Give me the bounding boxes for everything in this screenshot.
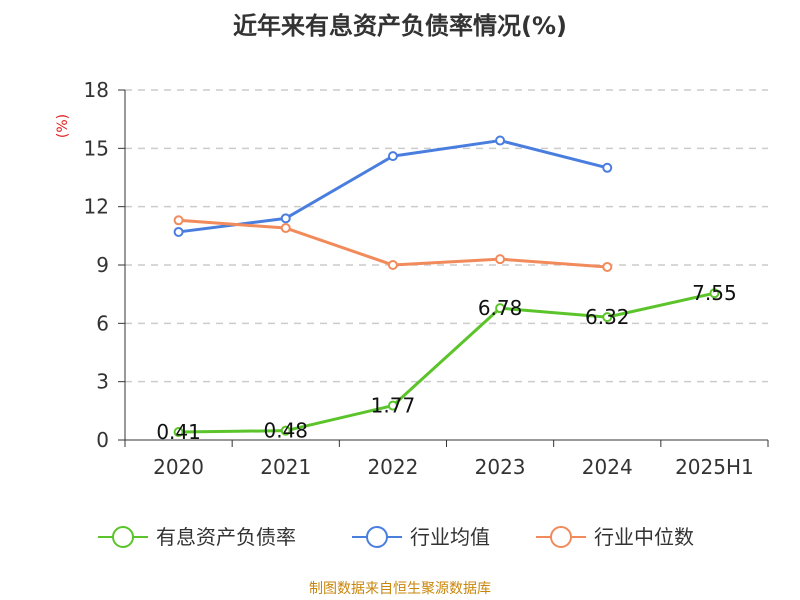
series-2-point-2023 [495,254,506,265]
y-tick-labels: 0 3 6 9 12 15 18 [84,78,109,452]
x-tick-labels: 2020 2021 2022 2023 2024 2025H1 [153,455,754,479]
series-2-point-2022 [387,260,398,270]
series-group [173,135,720,438]
data-label-2022: 1.77 [371,394,416,418]
x-tick-label-2020: 2020 [153,455,204,479]
legend-label-2: 行业中位数 [594,525,694,549]
y-axis-label: (%) [55,114,71,138]
y-tick-label-3: 3 [96,370,109,394]
x-tick-label-2025H1: 2025H1 [675,455,754,479]
series-2-point-2020 [173,215,184,226]
series-1-point-2020 [173,226,184,237]
x-tick-label-2021: 2021 [260,455,311,479]
series-1-point-2023 [495,135,506,146]
series-0-point-2025H1 [709,288,720,299]
legend-label-0: 有息资产负债率 [156,525,296,549]
chart-title: 近年来有息资产负债率情况(%) [233,12,567,40]
series-0-point-2020 [173,427,184,438]
legend-marker-1 [366,526,388,548]
y-tick-label-18: 18 [84,78,109,102]
data-label-2020: 0.41 [156,420,201,444]
x-tick-label-2023: 2023 [475,455,526,479]
data-label-2021: 0.48 [263,419,308,443]
data-label-2024: 6.32 [585,305,630,329]
series-0-point-2024 [602,312,613,323]
x-tick-label-2022: 2022 [367,455,418,479]
y-tick-label-9: 9 [96,253,109,277]
grid-lines [125,89,768,383]
y-tick-label-15: 15 [84,136,109,160]
series-1-point-2024 [602,162,613,173]
legend-marker-0 [112,526,134,548]
data-labels: 0.41 0.48 1.77 6.78 6.32 7.55 [156,281,736,444]
series-0-point-2022 [387,400,398,411]
data-label-2023: 6.78 [478,296,523,320]
x-tick-label-2024: 2024 [582,455,633,479]
y-tick-label-6: 6 [96,311,109,335]
series-0-point-2021 [280,425,291,436]
series-line-0 [178,291,715,434]
series-line-2 [178,218,608,269]
series-2-point-2024 [602,261,613,272]
data-label-2025H1: 7.55 [692,281,737,305]
series-1-point-2021 [280,213,291,224]
series-1-point-2022 [387,151,398,162]
axes [118,89,769,447]
series-2-point-2021 [280,223,291,234]
legend-marker-2 [550,526,572,548]
series-0-point-2023 [495,303,506,314]
legend-label-1: 行业均值 [410,525,490,549]
y-tick-label-0: 0 [96,428,109,452]
source-note: 制图数据来自恒生聚源数据库 [309,581,491,597]
legend: 有息资产负债率 行业均值 行业中位数 [98,525,694,549]
y-tick-label-12: 12 [84,195,109,219]
